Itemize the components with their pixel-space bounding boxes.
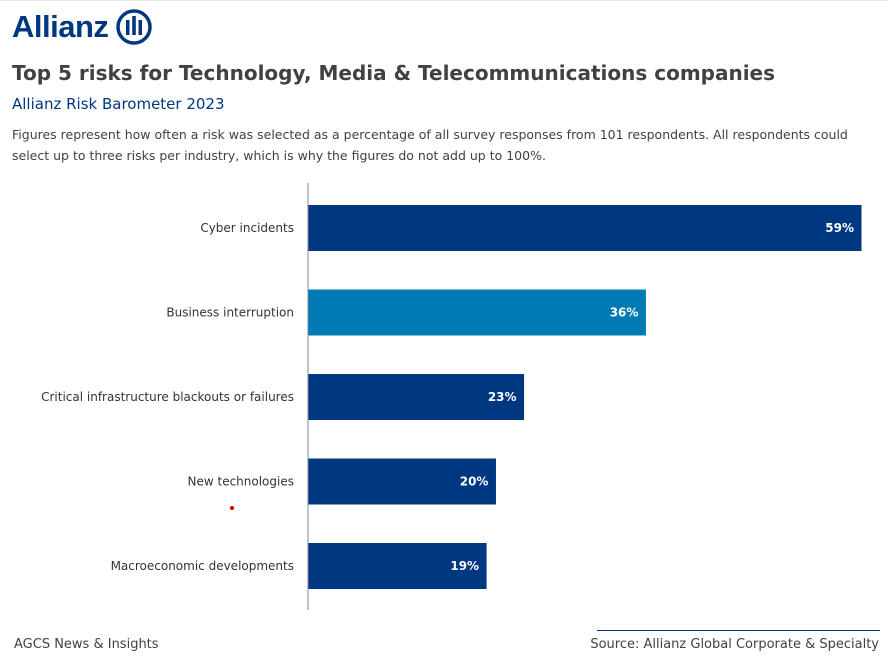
footer-source: Source: Allianz Global Corporate & Speci… xyxy=(590,637,879,652)
category-label: Critical infrastructure blackouts or fai… xyxy=(41,390,294,404)
category-label: Business interruption xyxy=(166,306,294,320)
footer-divider xyxy=(597,630,880,631)
bar xyxy=(308,458,496,505)
top-border xyxy=(0,0,887,1)
bar-value-label: 23% xyxy=(488,390,517,404)
bar xyxy=(308,374,525,420)
logo-text: Allianz xyxy=(12,9,109,44)
bar-value-label: 19% xyxy=(450,559,479,573)
chart-title: Top 5 risks for Technology, Media & Tele… xyxy=(12,61,776,85)
bar xyxy=(308,543,487,589)
bar-value-label: 20% xyxy=(460,475,489,489)
category-label: Macroeconomic developments xyxy=(111,559,294,573)
chart-subtitle: Allianz Risk Barometer 2023 xyxy=(12,95,225,113)
bar xyxy=(308,289,646,336)
category-label: Cyber incidents xyxy=(200,221,294,235)
bar-value-label: 59% xyxy=(825,221,854,235)
category-label: New technologies xyxy=(188,475,295,489)
bar xyxy=(308,205,862,251)
chart-description: Figures represent how often a risk was s… xyxy=(12,127,848,163)
bar-value-label: 36% xyxy=(610,306,639,320)
red-dot-marker xyxy=(230,506,234,510)
footer-publisher: AGCS News & Insights xyxy=(14,637,159,652)
allianz-eagle-icon xyxy=(116,9,153,45)
allianz-logo: Allianz xyxy=(12,9,153,45)
